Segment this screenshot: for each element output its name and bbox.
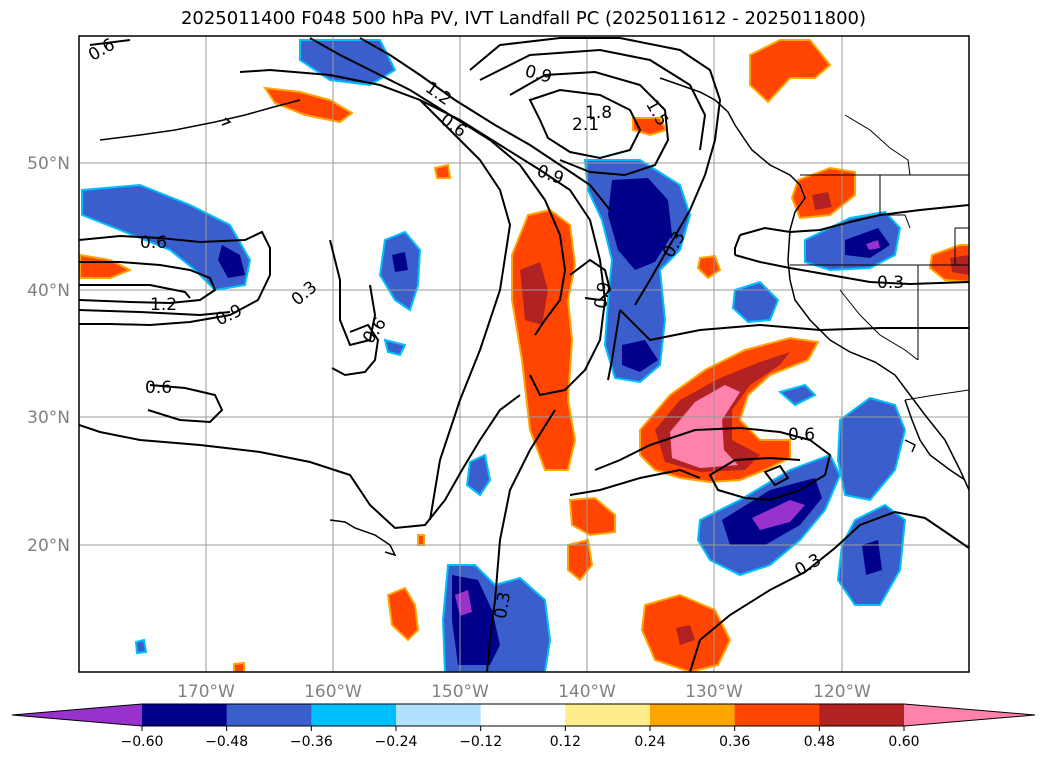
- lon-label-160w: 160°W: [304, 682, 362, 702]
- negative-anomaly-region: [777, 383, 817, 407]
- positive-anomaly-region: [568, 496, 616, 537]
- positive-anomaly-peak: [670, 385, 740, 468]
- colorbar-segment: [565, 704, 651, 726]
- colorbar: −0.60 −0.48 −0.36 −0.24 −0.12 0.12 0.24 0.36 0.4…: [11, 703, 1036, 750]
- negative-anomaly-core: [608, 178, 672, 270]
- negative-anomaly-core: [862, 540, 882, 575]
- negative-anomaly-core: [845, 228, 890, 258]
- lon-label-170w: 170°W: [177, 682, 235, 702]
- colorbar-segment: [734, 704, 820, 726]
- negative-anomaly-peak: [752, 500, 805, 530]
- contour-label: 0.3: [877, 273, 904, 293]
- borders: [790, 114, 969, 401]
- lat-label-20n: 20°N: [27, 536, 70, 556]
- colorbar-extend-min: [12, 704, 142, 726]
- longitude-labels: 170°W 160°W 150°W 140°W 130°W 120°W: [177, 682, 871, 702]
- positive-anomaly-region: [79, 253, 133, 279]
- colorbar-segment: [311, 704, 397, 726]
- contour-label: 1.8: [585, 103, 612, 123]
- negative-anomaly-core: [218, 245, 245, 278]
- colorbar-segment: [819, 704, 905, 726]
- positive-anomaly-core: [812, 192, 832, 210]
- negative-anomaly-region: [836, 396, 907, 502]
- contour-label: 0.3: [491, 590, 515, 620]
- negative-anomaly-peak: [455, 590, 472, 616]
- negative-anomaly-peak: [866, 240, 880, 250]
- colorbar-segment: [396, 704, 482, 726]
- lon-label-130w: 130°W: [685, 682, 743, 702]
- colorbar-segment: [650, 704, 736, 726]
- negative-anomaly-region: [731, 280, 780, 324]
- lon-label-150w: 150°W: [431, 682, 489, 702]
- contour-label: 1.2: [150, 295, 177, 315]
- latitude-labels: 50°N 40°N 30°N 20°N: [27, 154, 70, 556]
- positive-anomaly-region: [632, 117, 668, 137]
- colorbar-tick-label: 0.60: [888, 734, 919, 750]
- contour-label: 2.1: [572, 115, 599, 135]
- negative-anomaly-region: [383, 338, 407, 357]
- positive-anomaly-core: [676, 625, 695, 645]
- positive-anomaly-region: [417, 534, 425, 546]
- colorbar-tick-label: −0.60: [121, 734, 164, 750]
- colorbar-tick-label: −0.48: [205, 734, 248, 750]
- lat-label-30n: 30°N: [27, 408, 70, 428]
- colorbar-segment: [142, 704, 228, 726]
- positive-anomaly-region: [567, 538, 594, 582]
- positive-anomaly-region: [749, 39, 832, 104]
- positive-anomaly-core: [520, 262, 548, 325]
- contour-label: 0.6: [145, 378, 172, 398]
- plot-border: [78, 35, 970, 673]
- lon-label-140w: 140°W: [558, 682, 616, 702]
- positive-anomaly-region: [233, 661, 245, 672]
- colorbar-tick-label: 0.36: [719, 734, 750, 750]
- negative-anomaly-region: [465, 453, 492, 497]
- negative-anomaly-region: [81, 183, 252, 292]
- negative-anomaly-core: [392, 252, 408, 272]
- colorbar-tick-label: −0.36: [290, 734, 333, 750]
- colorbar-tick-label: 0.12: [550, 734, 581, 750]
- lat-label-50n: 50°N: [27, 154, 70, 174]
- positive-anomaly-region: [386, 586, 420, 642]
- colorbar-extend-max: [904, 704, 1035, 726]
- positive-anomaly-region: [433, 163, 452, 179]
- map-title: 2025011400 F048 500 hPa PV, IVT Landfall…: [180, 8, 867, 29]
- lon-label-120w: 120°W: [813, 682, 871, 702]
- contour-label: 0.9: [591, 280, 615, 310]
- colorbar-segment: [226, 704, 312, 726]
- contour-lines: [79, 37, 969, 672]
- lat-label-40n: 40°N: [27, 281, 70, 301]
- colorbar-segment: [480, 704, 566, 726]
- negative-anomaly-core: [622, 340, 658, 372]
- negative-anomaly-region: [134, 638, 148, 655]
- colorbar-tick-label: 0.24: [634, 734, 665, 750]
- contour-label: 0.6: [140, 233, 167, 253]
- colorbar-tick-label: −0.12: [459, 734, 502, 750]
- coastlines: [99, 77, 969, 557]
- colorbar-tick-label: −0.24: [375, 734, 418, 750]
- contour-label: 0.6: [788, 425, 815, 445]
- shaded-regions: [79, 39, 969, 672]
- colorbar-tick-label: 0.48: [804, 734, 835, 750]
